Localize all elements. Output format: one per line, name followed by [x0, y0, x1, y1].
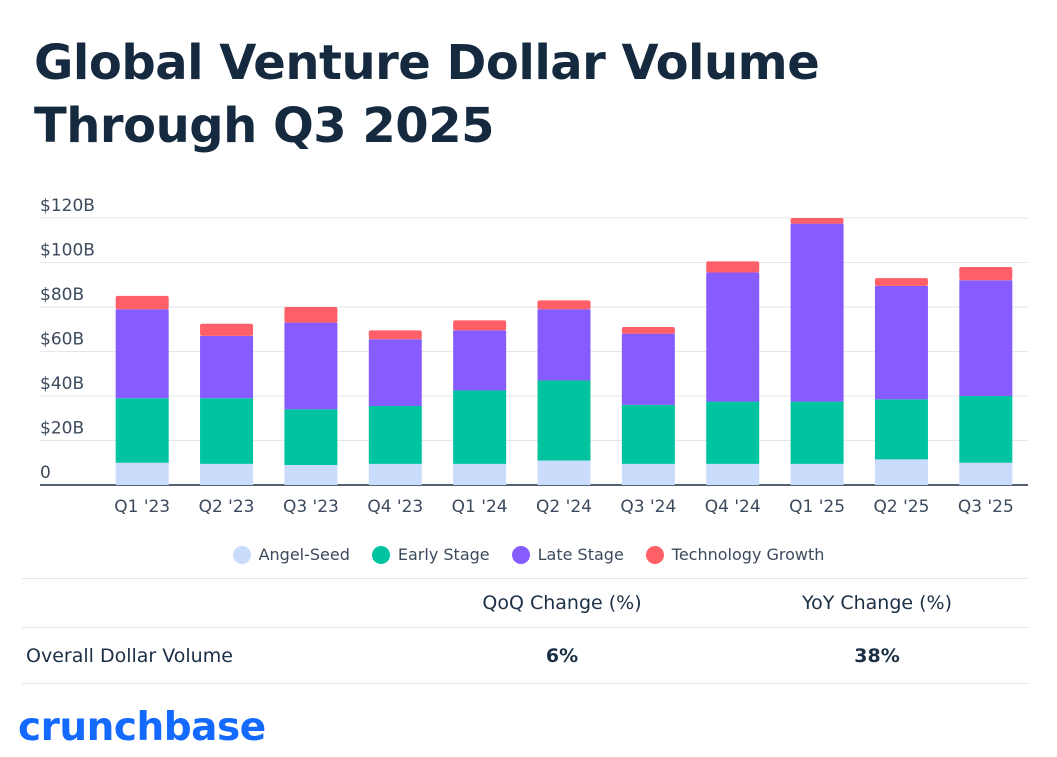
x-axis-ticks: Q1 '23 Q2 '23 Q3 '23 Q4 '23 Q1 '24 Q2 '24 Q3 '…	[114, 497, 1014, 517]
legend-item-angel-seed: Angel-Seed	[232, 545, 350, 564]
x-tick-label: Q2 '24	[536, 497, 592, 517]
bar-segment-technology-growth	[790, 218, 844, 224]
bar-segment-early-stage	[453, 390, 507, 464]
bar-segment-late-stage	[284, 322, 338, 410]
qoq-value: 6%	[545, 644, 579, 667]
bar-segment-early-stage	[368, 406, 422, 464]
bar-segment-angel-seed	[200, 463, 254, 485]
legend-item-late-stage: Late Stage	[511, 545, 624, 564]
legend-swatch-late-stage	[511, 545, 530, 564]
bar-segment-early-stage	[621, 404, 675, 464]
bar-segment-late-stage	[200, 335, 254, 399]
bar-segment-technology-growth	[453, 320, 507, 331]
bar-segment-technology-growth	[200, 323, 254, 336]
bar-segment-early-stage	[115, 398, 169, 463]
table-row-label: Overall Dollar Volume	[26, 644, 233, 667]
bar-segment-technology-growth	[115, 295, 169, 310]
x-tick-label: Q3 '25	[958, 497, 1014, 517]
chart-legend: Angel-Seed Early Stage Late Stage Techno…	[0, 545, 1057, 564]
y-tick-label: 0	[40, 463, 51, 483]
bar-segment-early-stage	[284, 409, 338, 465]
y-tick-label: $40B	[40, 374, 84, 394]
bar-segment-late-stage	[959, 280, 1013, 396]
bar-segment-technology-growth	[368, 330, 422, 340]
bar-segment-early-stage	[200, 398, 254, 464]
table-header-row: QoQ Change (%) YoY Change (%)	[22, 578, 1028, 627]
bar-segment-late-stage	[115, 309, 169, 399]
legend-label-technology-growth: Technology Growth	[671, 545, 825, 564]
crunchbase-logo: crunchbase	[18, 705, 266, 750]
x-tick-label: Q3 '24	[620, 497, 676, 517]
x-tick-label: Q4 '24	[705, 497, 761, 517]
x-tick-label: Q2 '23	[199, 497, 255, 517]
y-axis-ticks: 0 $20B $40B $60B $80B $100B $120B	[40, 196, 95, 483]
bar-segment-angel-seed	[621, 463, 675, 485]
bar-segment-late-stage	[874, 285, 928, 400]
bar-segment-angel-seed	[790, 463, 844, 485]
bar-segment-late-stage	[368, 339, 422, 407]
bar-segment-late-stage	[537, 309, 591, 381]
chart-bars	[115, 218, 1013, 485]
bar-segment-early-stage	[706, 401, 760, 464]
bar-segment-technology-growth	[959, 266, 1013, 281]
legend-item-technology-growth: Technology Growth	[645, 545, 825, 564]
bar-segment-early-stage	[874, 399, 928, 460]
legend-swatch-technology-growth	[645, 545, 664, 564]
bar-segment-technology-growth	[284, 307, 338, 323]
x-tick-label: Q1 '25	[789, 497, 845, 517]
y-tick-label: $20B	[40, 419, 84, 439]
bar-segment-angel-seed	[115, 462, 169, 485]
bar-segment-technology-growth	[874, 278, 928, 286]
bar-segment-early-stage	[790, 401, 844, 464]
x-tick-label: Q1 '23	[114, 497, 170, 517]
bar-segment-late-stage	[621, 333, 675, 405]
bar-segment-angel-seed	[284, 464, 338, 485]
bar-segment-early-stage	[959, 396, 1013, 463]
yoy-value: 38%	[854, 644, 900, 667]
table-header-yoy: YoY Change (%)	[801, 592, 952, 614]
legend-swatch-angel-seed	[232, 545, 251, 564]
page-title: Global Venture Dollar Volume Through Q3 …	[34, 35, 820, 154]
table-header-qoq: QoQ Change (%)	[482, 592, 642, 614]
legend-item-early-stage: Early Stage	[371, 545, 490, 564]
bar-segment-late-stage	[453, 330, 507, 391]
legend-label-late-stage: Late Stage	[537, 545, 624, 564]
legend-swatch-early-stage	[371, 545, 390, 564]
x-tick-label: Q3 '23	[283, 497, 339, 517]
change-table: QoQ Change (%) YoY Change (%) Overall Do…	[22, 578, 1028, 684]
bar-segment-angel-seed	[453, 463, 507, 485]
bar-segment-early-stage	[537, 380, 591, 461]
bar-segment-angel-seed	[959, 462, 1013, 485]
bar-segment-technology-growth	[621, 327, 675, 334]
bar-segment-late-stage	[790, 223, 844, 402]
bar-segment-technology-growth	[537, 300, 591, 310]
stacked-bar-chart: 0 $20B $40B $60B $80B $100B $120B Q1 '23 Q2 '23…	[40, 196, 1028, 517]
bar-segment-angel-seed	[874, 459, 928, 485]
x-tick-label: Q1 '24	[452, 497, 508, 517]
bar-segment-angel-seed	[368, 463, 422, 485]
bar-segment-angel-seed	[537, 460, 591, 485]
bar-segment-technology-growth	[706, 261, 760, 273]
y-tick-label: $120B	[40, 196, 95, 216]
y-tick-label: $80B	[40, 285, 84, 305]
table-row: Overall Dollar Volume 6% 38%	[22, 627, 1028, 684]
y-tick-label: $100B	[40, 241, 95, 261]
bar-segment-angel-seed	[706, 463, 760, 485]
x-tick-label: Q4 '23	[367, 497, 423, 517]
legend-label-early-stage: Early Stage	[397, 545, 490, 564]
legend-label-angel-seed: Angel-Seed	[258, 545, 350, 564]
x-tick-label: Q2 '25	[874, 497, 930, 517]
y-tick-label: $60B	[40, 330, 84, 350]
bar-segment-late-stage	[706, 272, 760, 402]
